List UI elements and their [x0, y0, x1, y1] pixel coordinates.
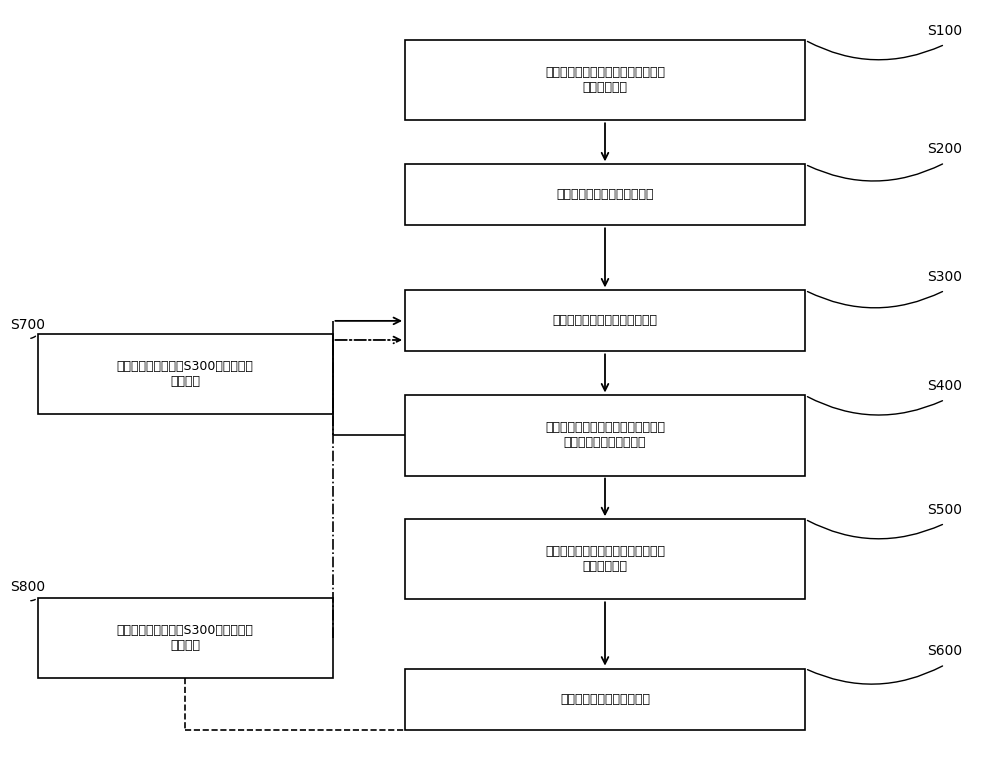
- Text: 将第二一氧化碳返回S300与镁鐵合金
颗粒接触: 将第二一氧化碳返回S300与镁鐵合金 颗粒接触: [117, 624, 253, 652]
- Bar: [405, 40, 805, 120]
- Text: 将含有罰基镁和罰基鐵的液态混合物
进行精馏处理: 将含有罰基镁和罰基鐵的液态混合物 进行精馏处理: [545, 545, 665, 573]
- Text: S300: S300: [928, 270, 962, 283]
- Text: 将镁鐵合金颗粒与一氧化碳接触: 将镁鐵合金颗粒与一氧化碳接触: [552, 314, 658, 328]
- Text: S400: S400: [928, 379, 962, 393]
- Bar: [405, 290, 805, 351]
- Text: S100: S100: [927, 24, 963, 37]
- Bar: [38, 597, 333, 678]
- Bar: [405, 164, 805, 225]
- Bar: [405, 668, 805, 730]
- Text: 将镁鐵熔体进行雾化制粒处理: 将镁鐵熔体进行雾化制粒处理: [556, 188, 654, 202]
- Text: S500: S500: [928, 503, 962, 516]
- Bar: [38, 335, 333, 414]
- Text: S200: S200: [928, 142, 962, 156]
- Text: S700: S700: [10, 318, 46, 332]
- Text: S600: S600: [927, 644, 963, 658]
- Text: 将含有罰基镁、罰基鐵和一氧化碳的
气态混合物进行冷凝处理: 将含有罰基镁、罰基鐵和一氧化碳的 气态混合物进行冷凝处理: [545, 422, 665, 449]
- Bar: [405, 396, 805, 475]
- Bar: [405, 520, 805, 599]
- Text: 将镁鐵合金和含硫固态化合物混合后
进行熔化处理: 将镁鐵合金和含硫固态化合物混合后 进行熔化处理: [545, 66, 665, 94]
- Text: S800: S800: [10, 580, 46, 594]
- Text: 将气态罰基镁进行分解处理: 将气态罰基镁进行分解处理: [560, 692, 650, 706]
- Text: 将第一一氧化碳返回S300与镁鐵合金
颗粒接触: 将第一一氧化碳返回S300与镁鐵合金 颗粒接触: [117, 361, 253, 388]
